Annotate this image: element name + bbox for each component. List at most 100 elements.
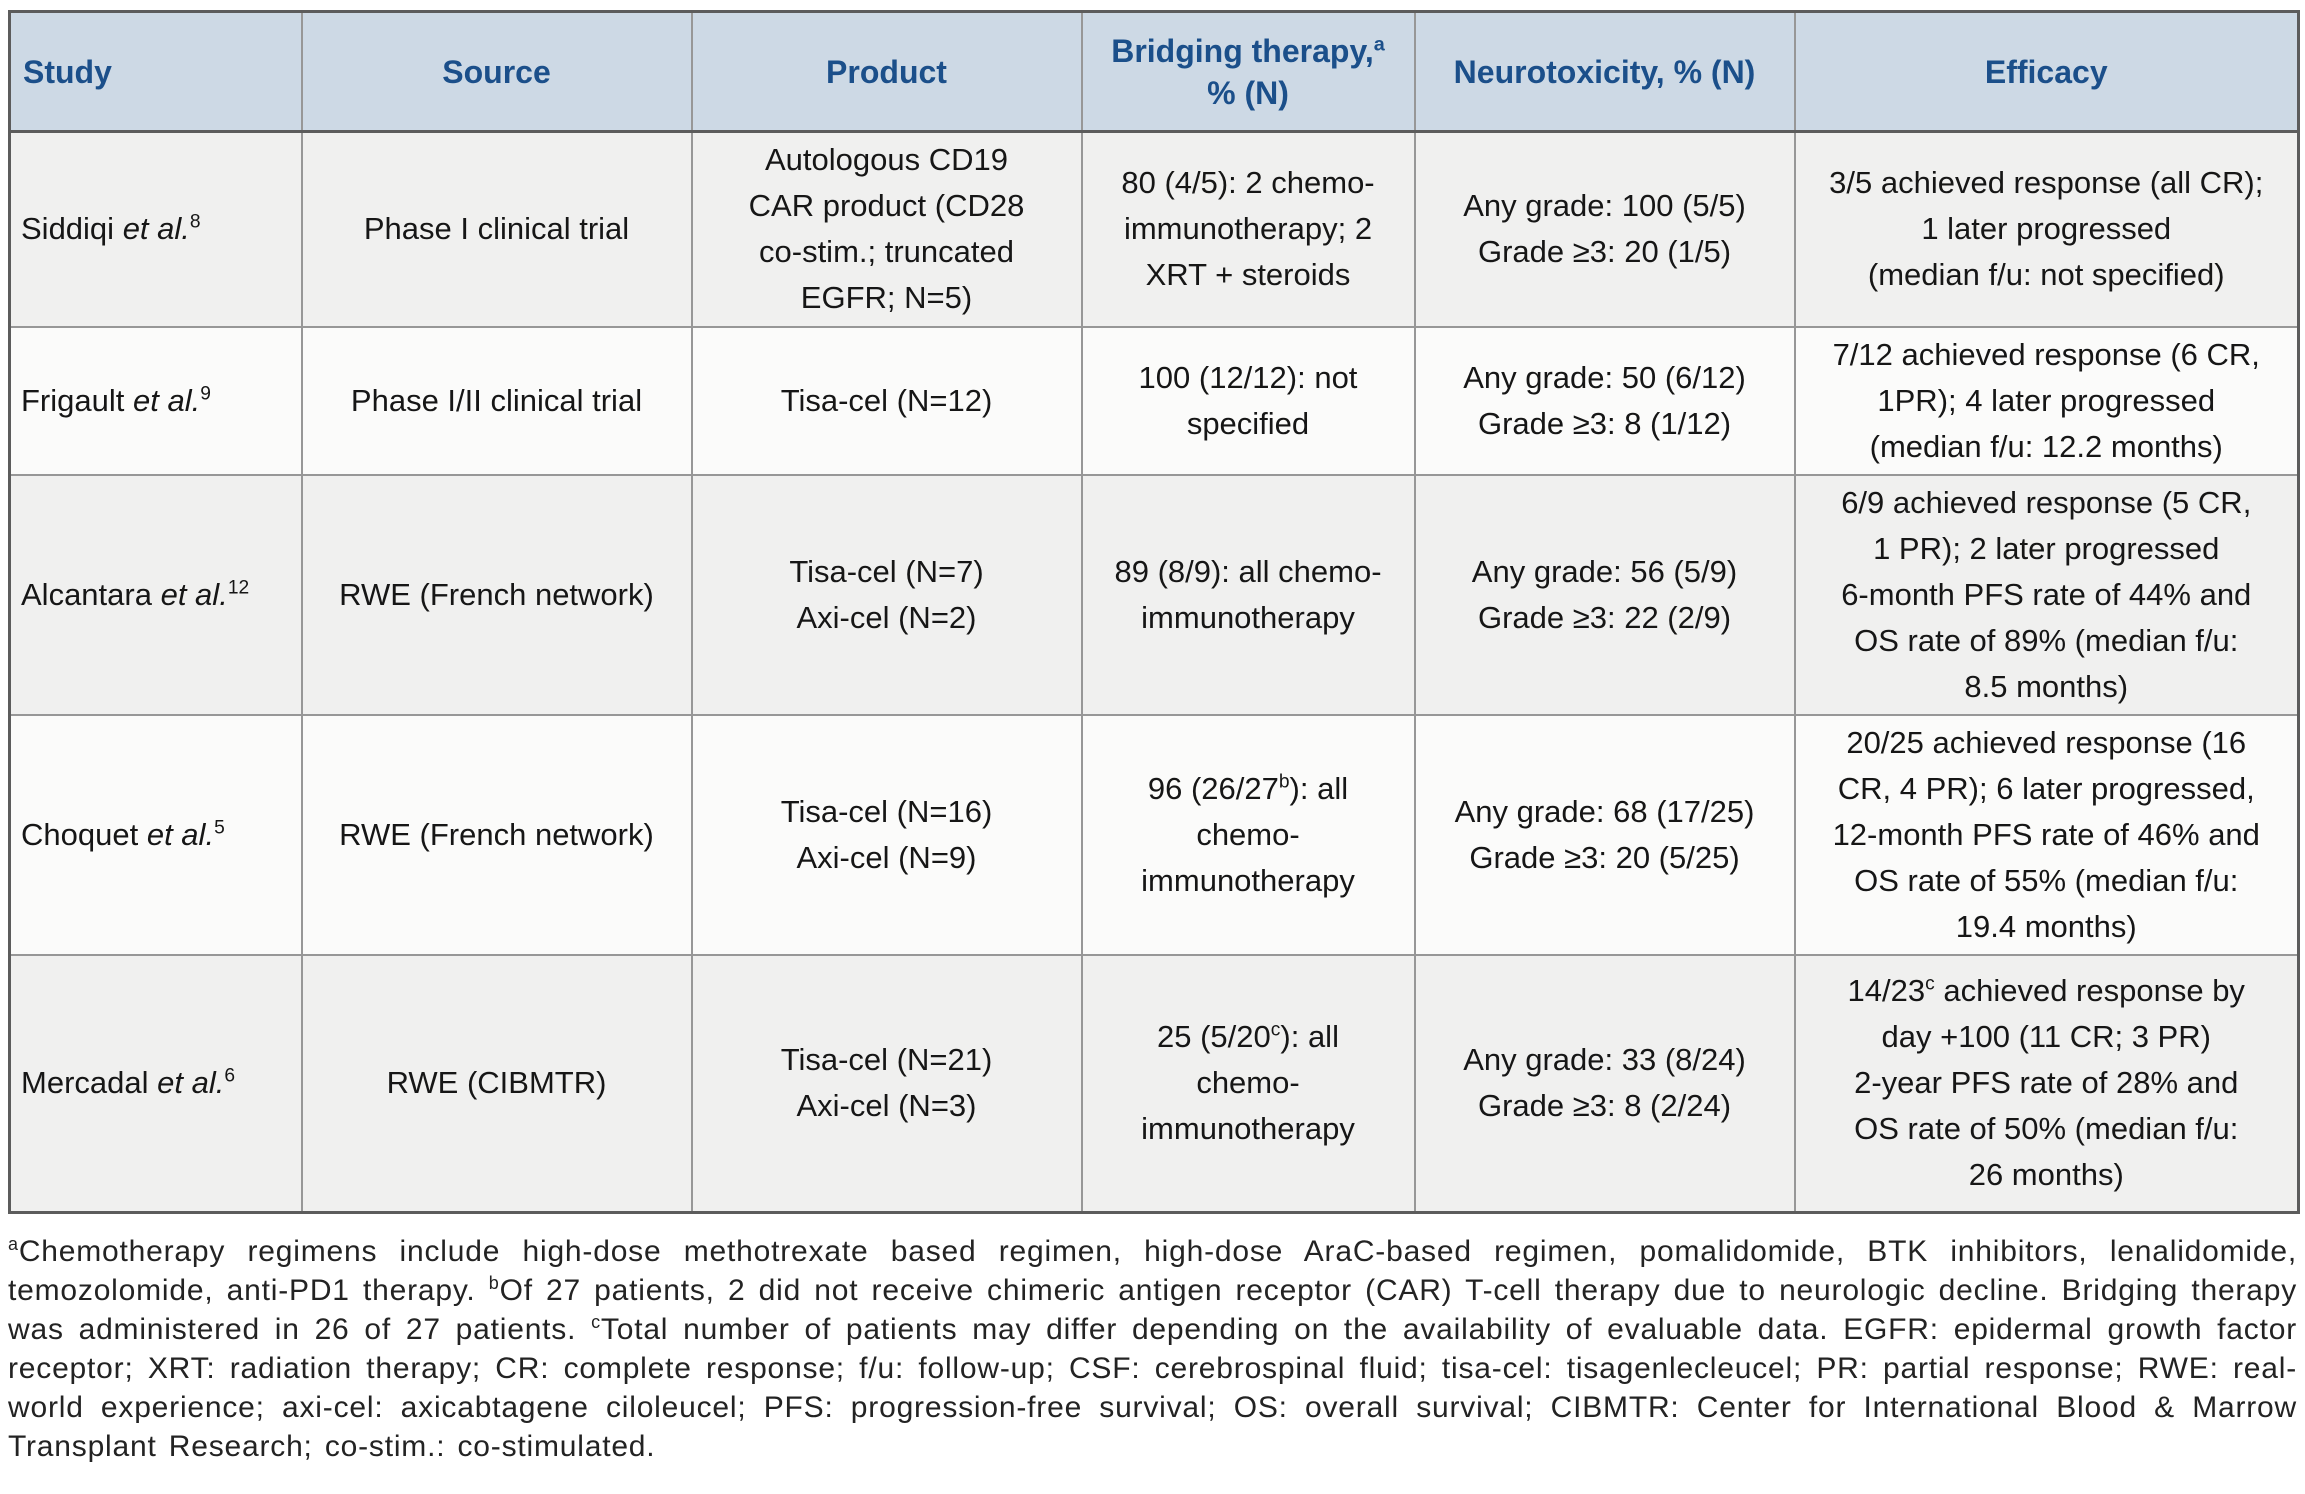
text-line: Any grade: 56 (5/9) [1471, 553, 1738, 589]
row-choquet: Choquet et al.5 RWE (French network) Tis… [8, 713, 2300, 956]
study-author: Frigault [21, 382, 125, 418]
cell-source: RWE (CIBMTR) [300, 953, 693, 1214]
study-etal: et al. [160, 576, 228, 612]
text-line: 80 (4/5): 2 chemo- [1121, 165, 1375, 201]
text-line: % (N) [1207, 74, 1289, 111]
text-line: Any grade: 68 (17/25) [1454, 793, 1755, 829]
header-study: Study [8, 10, 303, 133]
cell-study: Alcantara et al.12 [8, 473, 303, 716]
text-line: OS rate of 55% (median f/u: [1854, 862, 2239, 898]
text-line: Tisa-cel (N=21) [780, 1042, 993, 1078]
text-line: Any grade: 50 (6/12) [1463, 359, 1746, 395]
reference-superscript: 9 [200, 383, 211, 405]
cell-study: Choquet et al.5 [8, 713, 303, 956]
footnote-text-a: Chemotherapy regimens include high-dose … [8, 1235, 2297, 1307]
footnote-marker-c: c [1270, 1019, 1281, 1041]
text-line: 12-month PFS rate of 46% and [1832, 816, 2260, 852]
header-neurotoxicity: Neurotoxicity, % (N) [1413, 10, 1796, 133]
row-siddiqi: Siddiqi et al.8 Phase I clinical trial A… [8, 130, 2300, 328]
footnote-marker-b: b [488, 1273, 500, 1293]
cell-study: Frigault et al.9 [8, 325, 303, 476]
text-line: 96 (26/27b): all [1091, 766, 1406, 812]
row-mercadal: Mercadal et al.6 RWE (CIBMTR) Tisa-cel (… [8, 953, 2300, 1214]
study-etal: et al. [157, 1065, 225, 1101]
text-line: Any grade: 100 (5/5) [1463, 188, 1746, 224]
text-line: specified [1186, 405, 1310, 441]
text-line: (median f/u: not specified) [1867, 257, 2225, 293]
cell-efficacy: 14/23c achieved response by day +100 (11… [1793, 953, 2300, 1214]
cell-bridging: 96 (26/27b): all chemo- immunotherapy [1080, 713, 1416, 956]
clinical-studies-table: Study Source Product Bridging therapy,a … [8, 10, 2300, 1214]
reference-superscript: 6 [224, 1065, 236, 1087]
cell-efficacy: 3/5 achieved response (all CR); 1 later … [1793, 130, 2300, 328]
bridging-text: ): all [1280, 1019, 1339, 1055]
study-etal: et al. [122, 211, 190, 247]
cell-study: Mercadal et al.6 [8, 953, 303, 1214]
study-author: Alcantara [21, 576, 152, 612]
text-line: Tisa-cel (N=7) [789, 553, 984, 589]
cell-neurotoxicity: Any grade: 68 (17/25) Grade ≥3: 20 (5/25… [1413, 713, 1796, 956]
study-etal: et al. [146, 816, 215, 852]
cell-product: Tisa-cel (N=12) [690, 325, 1083, 476]
footnote-text-b: Of 27 patients, 2 did not receive chimer… [8, 1274, 2297, 1346]
reference-superscript: 8 [189, 211, 201, 233]
text-line: Grade ≥3: 20 (5/25) [1469, 839, 1740, 875]
text-line: 3/5 achieved response (all CR); [1829, 165, 2264, 201]
text-line: Grade ≥3: 8 (1/12) [1477, 405, 1732, 441]
study-etal: et al. [133, 382, 201, 418]
cell-efficacy: 7/12 achieved response (6 CR, 1PR); 4 la… [1793, 325, 2300, 476]
row-frigault: Frigault et al.9 Phase I/II clinical tri… [8, 325, 2300, 476]
header-bridging-therapy: Bridging therapy,a % (N) [1080, 10, 1416, 133]
text-line: OS rate of 89% (median f/u: [1854, 622, 2239, 658]
cell-bridging: 89 (8/9): all chemo- immunotherapy [1080, 473, 1416, 716]
text-line: Any grade: 33 (8/24) [1463, 1042, 1746, 1078]
efficacy-text: 14/23 [1847, 973, 1926, 1009]
footnote: aChemotherapy regimens include high-dose… [8, 1232, 2297, 1466]
text-line: Axi-cel (N=9) [796, 839, 977, 875]
study-author: Mercadal [21, 1065, 149, 1101]
footnote-marker-b: b [1278, 771, 1290, 793]
text-line: EGFR; N=5) [800, 280, 973, 316]
text-line: day +100 (11 CR; 3 PR) [1881, 1019, 2211, 1055]
header-row: Study Source Product Bridging therapy,a … [8, 10, 2300, 133]
text-line: immunotherapy [1141, 1111, 1355, 1147]
text-line: (median f/u: 12.2 months) [1869, 428, 2223, 464]
cell-source: Phase I clinical trial [300, 130, 693, 328]
text-line: 100 (12/12): not [1138, 359, 1358, 395]
text-line: Axi-cel (N=2) [796, 599, 977, 635]
footnote-marker-a: a [8, 1234, 19, 1254]
text-line: 6-month PFS rate of 44% and [1841, 576, 2252, 612]
header-source: Source [300, 10, 693, 133]
header-product: Product [690, 10, 1083, 133]
cell-efficacy: 20/25 achieved response (16 CR, 4 PR); 6… [1793, 713, 2300, 956]
reference-superscript: 12 [227, 577, 250, 599]
row-alcantara: Alcantara et al.12 RWE (French network) … [8, 473, 2300, 716]
text-line: 25 (5/20c): all [1091, 1014, 1406, 1060]
text-line: Tisa-cel (N=16) [780, 793, 993, 829]
cell-product: Tisa-cel (N=21) Axi-cel (N=3) [690, 953, 1083, 1214]
cell-efficacy: 6/9 achieved response (5 CR, 1 PR); 2 la… [1793, 473, 2300, 716]
efficacy-text: achieved response by [1934, 973, 2245, 1009]
bridging-text: 96 (26/27 [1147, 770, 1279, 806]
text-line: CAR product (CD28 [748, 188, 1025, 224]
text-line: OS rate of 50% (median f/u: [1854, 1111, 2239, 1147]
cell-neurotoxicity: Any grade: 33 (8/24) Grade ≥3: 8 (2/24) [1413, 953, 1796, 1214]
cell-neurotoxicity: Any grade: 50 (6/12) Grade ≥3: 8 (1/12) [1413, 325, 1796, 476]
cell-source: RWE (French network) [300, 473, 693, 716]
cell-study: Siddiqi et al.8 [8, 130, 303, 328]
text-line: 1PR); 4 later progressed [1877, 382, 2216, 418]
text-line: 26 months) [1968, 1157, 2124, 1193]
bridging-text: 25 (5/20 [1157, 1019, 1271, 1055]
text-line: 6/9 achieved response (5 CR, [1841, 484, 2252, 520]
text-line: Axi-cel (N=3) [796, 1088, 977, 1124]
text-line: Grade ≥3: 22 (2/9) [1477, 599, 1732, 635]
text-line: 14/23c achieved response by [1804, 968, 2290, 1014]
text-line: 20/25 achieved response (16 [1846, 724, 2247, 760]
text-line: 8.5 months) [1964, 668, 2129, 704]
footnote-marker-c: c [1925, 973, 1935, 995]
cell-source: Phase I/II clinical trial [300, 325, 693, 476]
text-line: chemo- [1196, 816, 1300, 852]
cell-bridging: 80 (4/5): 2 chemo- immunotherapy; 2 XRT … [1080, 130, 1416, 328]
text-line: immunotherapy [1141, 862, 1355, 898]
